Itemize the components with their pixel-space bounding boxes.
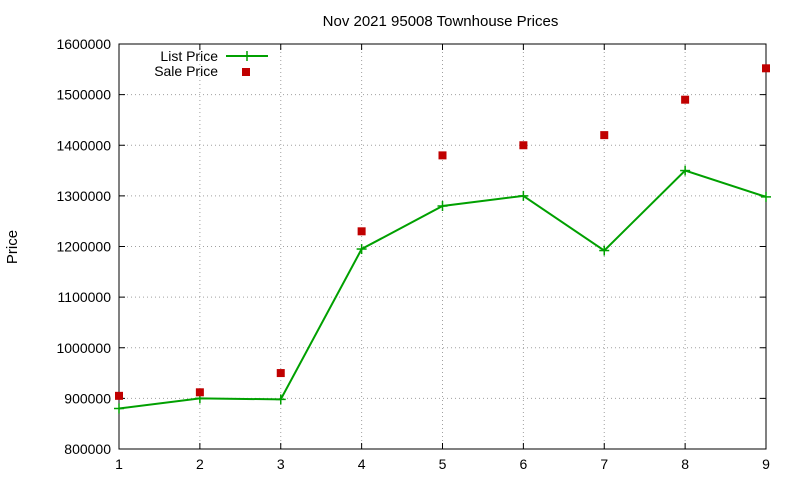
point-list-price: [518, 190, 529, 201]
point-sale-price: [600, 131, 609, 140]
point-list-price: [761, 191, 771, 202]
point-sale-price: [519, 141, 528, 150]
point-sale-price: [276, 369, 285, 378]
y-tick-label: 1600000: [56, 36, 111, 52]
legend-marker-sale-price: [242, 68, 250, 76]
point-sale-price: [115, 391, 123, 400]
chart-title: Nov 2021 95008 Townhouse Prices: [323, 13, 559, 30]
y-tick-label: 1200000: [56, 239, 111, 255]
point-sale-price: [357, 227, 366, 236]
point-sale-price: [762, 64, 770, 73]
tick-marks: [118, 43, 767, 450]
legend-label-list-price: List Price: [160, 48, 218, 64]
legend-plus: [242, 51, 252, 61]
y-tick-label: 1500000: [56, 87, 111, 103]
y-tick-labels: 800000 900000 1000000 1100000 1200000 1300000…: [56, 36, 111, 457]
point-list-price: [356, 244, 367, 255]
legend-label-sale-price: Sale Price: [154, 63, 218, 79]
point-list-price: [680, 165, 691, 176]
y-tick-label: 900000: [64, 390, 111, 406]
x-tick-label: 7: [600, 456, 608, 472]
y-tick-label: 1100000: [58, 289, 112, 305]
x-tick-labels: 1 2 3 4 5 6 7 8 9: [115, 456, 770, 472]
y-tick-label: 1300000: [56, 188, 111, 204]
x-tick-label: 9: [762, 456, 770, 472]
point-list-price: [599, 245, 610, 256]
point-sale-price: [438, 151, 447, 160]
point-list-price: [114, 403, 124, 414]
grid: [119, 44, 766, 449]
series-layer: [114, 64, 771, 414]
x-tick-label: 2: [196, 456, 204, 472]
point-sale-price: [681, 95, 690, 104]
legend: List Price Sale Price: [154, 48, 268, 79]
x-tick-label: 6: [519, 456, 527, 472]
y-tick-label: 800000: [64, 441, 111, 457]
x-tick-label: 3: [277, 456, 285, 472]
x-tick-label: 8: [681, 456, 689, 472]
point-list-price: [275, 394, 286, 405]
y-tick-label: 1400000: [56, 137, 111, 153]
y-tick-label: 1000000: [56, 340, 111, 356]
point-list-price: [437, 201, 448, 211]
x-tick-label: 5: [439, 456, 447, 472]
x-tick-label: 4: [358, 456, 366, 472]
legend-marker-list-price: [242, 51, 252, 61]
y-axis-label: Price: [4, 230, 21, 264]
point-sale-price: [195, 388, 204, 397]
x-tick-label: 1: [115, 456, 123, 472]
